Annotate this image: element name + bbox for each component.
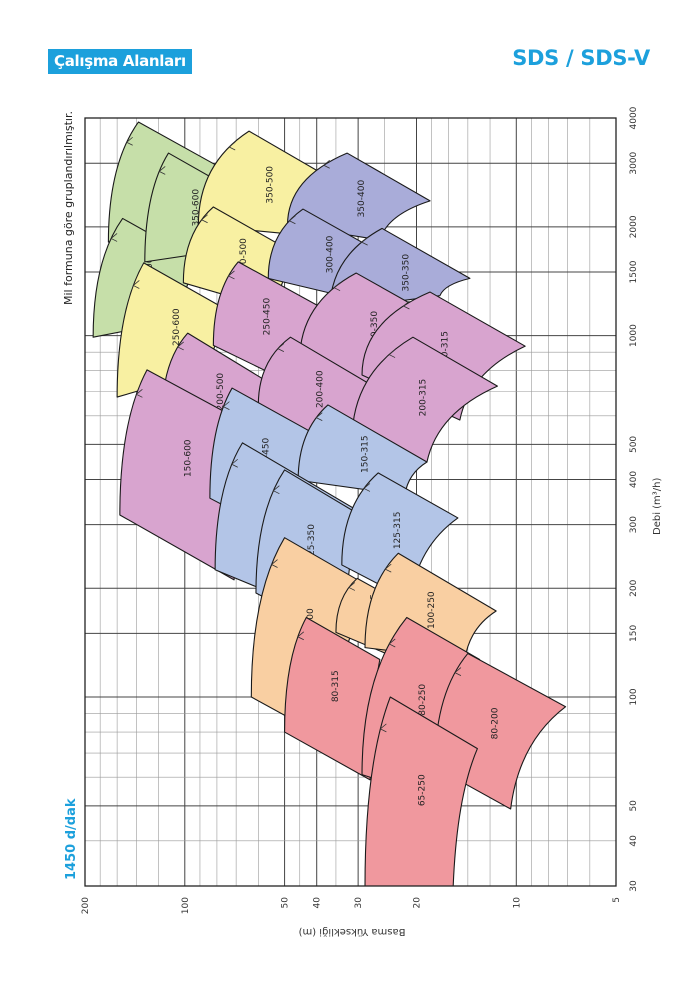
product-title: SDS / SDS-V [512, 46, 650, 70]
region-label: 250-450 [263, 297, 273, 335]
efficiency-mark-icon [228, 141, 236, 151]
region-label: 350-500 [265, 166, 275, 204]
section-label: Çalışma Alanları [48, 49, 192, 74]
flow-tick-label: 50 [629, 800, 639, 812]
flow-tick-label: 30 [629, 880, 639, 892]
region-80-315: 80-315 [284, 616, 381, 781]
flow-tick-label: 1000 [629, 324, 639, 347]
efficiency-mark-icon [315, 412, 323, 421]
efficiency-mark-icon [402, 300, 410, 310]
region-label: 100-250 [427, 591, 437, 629]
head-tick-label: 5 [612, 897, 622, 903]
efficiency-mark-icon [360, 236, 368, 246]
region-label: 300-400 [326, 235, 336, 273]
region-label: 250-350 [370, 311, 380, 349]
efficiency-mark-icon [454, 667, 462, 676]
region-label: 350-400 [357, 180, 367, 218]
flow-tick-label: 500 [629, 436, 639, 453]
region-label: 150-600 [184, 439, 194, 477]
head-tick-label: 20 [413, 897, 423, 909]
head-tick-label: 30 [354, 897, 364, 909]
regions: 350-700300-700350-600350-500300-500250-6… [92, 121, 567, 886]
y-axis-title: Basma Yüksekliği (m) [298, 926, 405, 938]
region-label: 200-400 [315, 370, 325, 408]
efficiency-mark-icon [388, 638, 396, 648]
region-label: 80-200 [491, 707, 501, 739]
region-label: 150-315 [360, 435, 370, 473]
efficiency-mark-icon [110, 233, 118, 242]
region-label: 200-315 [418, 379, 428, 417]
flow-tick-label: 200 [629, 579, 639, 596]
head-tick-label: 10 [512, 897, 522, 909]
flow-tick-label: 100 [629, 688, 639, 705]
efficiency-mark-icon [272, 485, 280, 495]
efficiency-mark-icon [277, 343, 285, 352]
plot-border [84, 117, 617, 887]
head-tick-label: 40 [313, 897, 323, 909]
region-label: 300-500 [239, 238, 249, 276]
head-tick-label: 50 [281, 897, 291, 909]
efficiency-mark-icon [270, 559, 278, 568]
grouping-note: Mil formuna göre gruplandırılmıştır. [62, 111, 75, 305]
head-tick-label: 200 [81, 897, 91, 914]
head-tick-label: 100 [181, 897, 191, 914]
efficiency-mark-icon [333, 282, 341, 292]
efficiency-mark-icon [222, 401, 230, 410]
x-axis-title: Debi (m³/h) [652, 477, 663, 535]
efficiency-mark-icon [132, 280, 140, 289]
region-area [364, 696, 478, 886]
efficiency-mark-icon [322, 159, 330, 169]
efficiency-mark-icon [363, 483, 371, 492]
efficiency-mark-icon [125, 136, 133, 146]
flow-tick-label: 300 [629, 516, 639, 533]
flow-tick-label: 1500 [629, 260, 639, 283]
region-label: 350-350 [401, 254, 411, 292]
region-label: 80-250 [418, 684, 428, 716]
flow-tick-label: 400 [629, 471, 639, 488]
efficiency-mark-icon [176, 341, 184, 351]
region-label: 350-600 [192, 189, 202, 227]
flow-tick-label: 40 [629, 835, 639, 847]
efficiency-mark-icon [200, 214, 208, 224]
efficiency-mark-icon [227, 270, 235, 280]
region-label: 200-500 [216, 373, 226, 411]
region-label: 125-315 [393, 512, 403, 550]
flow-tick-label: 4000 [629, 106, 639, 129]
efficiency-mark-icon [135, 389, 143, 398]
efficiency-mark-icon [231, 458, 239, 468]
region-label: 125-350 [307, 524, 317, 562]
efficiency-mark-icon [384, 563, 392, 573]
region-label: 250-600 [172, 308, 182, 346]
region-label: 300-315 [440, 331, 450, 369]
region-label: 65-250 [417, 774, 427, 806]
ticks: 200 100 50 40 30 20 10 5 30 40 50 100 150 200 300 400 50… [81, 106, 639, 914]
efficiency-mark-icon [297, 631, 305, 641]
flow-tick-label: 150 [629, 625, 639, 642]
efficiency-mark-icon [158, 166, 166, 175]
flow-tick-label: 3000 [629, 151, 639, 174]
efficiency-mark-icon [288, 215, 296, 225]
flow-tick-label: 2000 [629, 215, 639, 238]
efficiency-mark-icon [388, 349, 396, 358]
speed-label: 1450 d/dak [64, 798, 79, 880]
region-label: 80-315 [331, 670, 341, 702]
efficiency-mark-icon [379, 723, 387, 733]
region-65-250: 65-250 [364, 696, 478, 886]
efficiency-mark-icon [348, 582, 356, 591]
